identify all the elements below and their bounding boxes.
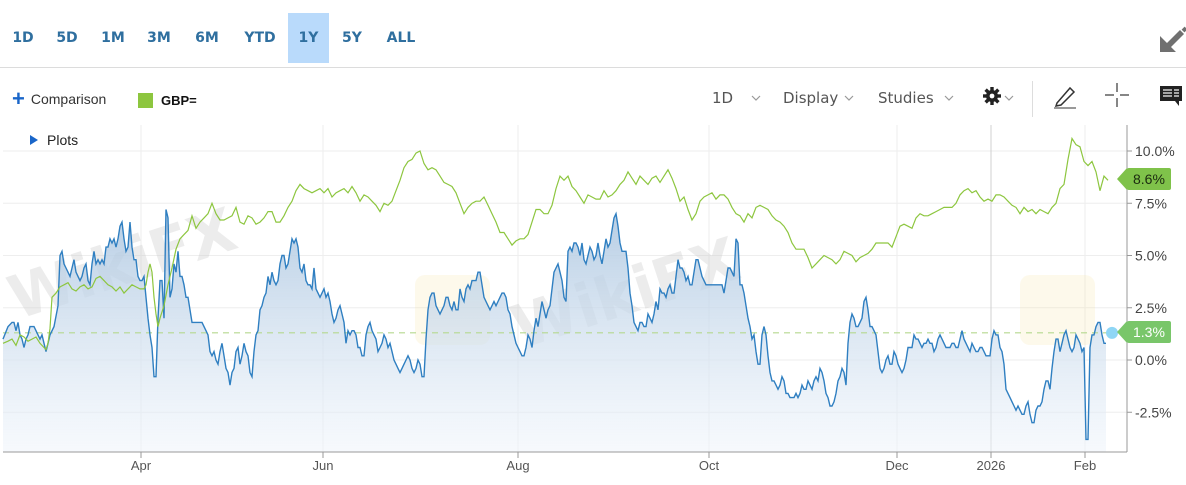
svg-text:7.5%: 7.5% bbox=[1135, 195, 1167, 211]
chevron-down-icon bbox=[1004, 95, 1014, 101]
legend-swatch bbox=[138, 93, 153, 108]
pencil-icon[interactable] bbox=[1052, 83, 1078, 109]
svg-text:2.5%: 2.5% bbox=[1135, 300, 1167, 316]
triangle-right-icon bbox=[30, 135, 38, 145]
chart-axes: 10.0% 7.5% 5.0% 2.5% 0.0% -2.5% Apr Jun Aug Oct De… bbox=[3, 125, 1175, 473]
collapse-arrow-icon[interactable] bbox=[1150, 22, 1186, 58]
range-5d-button[interactable]: 5D bbox=[56, 30, 78, 46]
gbp-series-line bbox=[2, 136, 1109, 351]
svg-text:10.0%: 10.0% bbox=[1135, 143, 1175, 159]
range-1m-button[interactable]: 1M bbox=[101, 30, 125, 46]
chevron-down-icon bbox=[751, 95, 761, 101]
interval-label: 1D bbox=[712, 89, 734, 107]
svg-text:Oct: Oct bbox=[699, 458, 720, 473]
main-series-line bbox=[2, 209, 1106, 441]
interval-dropdown[interactable]: 1D bbox=[712, 89, 761, 107]
legend-label: GBP= bbox=[161, 93, 197, 108]
comparison-label: Comparison bbox=[30, 91, 107, 107]
settings-dropdown[interactable] bbox=[982, 86, 1014, 106]
news-icon[interactable] bbox=[1159, 85, 1183, 107]
range-6m-button[interactable]: 6M bbox=[195, 30, 219, 46]
range-1y-button[interactable]: 1Y bbox=[288, 13, 329, 63]
svg-text:Aug: Aug bbox=[506, 458, 529, 473]
gear-icon bbox=[983, 87, 1001, 105]
range-ytd-button[interactable]: YTD bbox=[244, 30, 276, 46]
svg-text:Apr: Apr bbox=[131, 458, 152, 473]
main-area-fill bbox=[3, 209, 1106, 452]
chevron-down-icon bbox=[844, 95, 854, 101]
svg-text:Jun: Jun bbox=[313, 458, 334, 473]
svg-text:Dec: Dec bbox=[885, 458, 909, 473]
studies-label: Studies bbox=[878, 89, 934, 107]
plots-label: Plots bbox=[47, 132, 79, 148]
main-last-value-tag: 1.3% bbox=[1117, 321, 1171, 343]
range-all-button[interactable]: ALL bbox=[386, 30, 416, 46]
gbp-last-value-tag: 8.6% bbox=[1117, 168, 1171, 190]
svg-text:Feb: Feb bbox=[1074, 458, 1096, 473]
svg-text:5.0%: 5.0% bbox=[1135, 248, 1167, 264]
svg-text:2026: 2026 bbox=[977, 458, 1006, 473]
comparison-button[interactable]: + Comparison bbox=[12, 86, 107, 111]
display-label: Display bbox=[783, 89, 839, 107]
range-3m-button[interactable]: 3M bbox=[147, 30, 171, 46]
range-1d-button[interactable]: 1D bbox=[12, 30, 34, 46]
toolbar-divider bbox=[1032, 81, 1033, 117]
plots-toggle[interactable]: Plots bbox=[30, 132, 78, 148]
chevron-down-icon bbox=[944, 95, 954, 101]
display-dropdown[interactable]: Display bbox=[783, 89, 854, 107]
chart-toolbar: + Comparison GBP= 1D Display Studies bbox=[0, 69, 1186, 125]
last-value-dot bbox=[1106, 326, 1118, 339]
range-selector: 1D 5D 1M 3M 6M YTD 1Y 5Y ALL bbox=[0, 0, 1186, 68]
studies-dropdown[interactable]: Studies bbox=[878, 89, 954, 107]
range-5y-button[interactable]: 5Y bbox=[342, 30, 362, 46]
svg-text:0.0%: 0.0% bbox=[1135, 352, 1167, 368]
crosshair-icon[interactable] bbox=[1105, 83, 1129, 107]
legend-item-gbp[interactable]: GBP= bbox=[138, 93, 197, 108]
plus-icon: + bbox=[12, 86, 25, 111]
price-chart[interactable]: WikiFX WikiFX 10.0%7.5%5.0%2.5%0.0%-2.5%… bbox=[0, 125, 1186, 485]
svg-text:-2.5%: -2.5% bbox=[1135, 404, 1172, 420]
